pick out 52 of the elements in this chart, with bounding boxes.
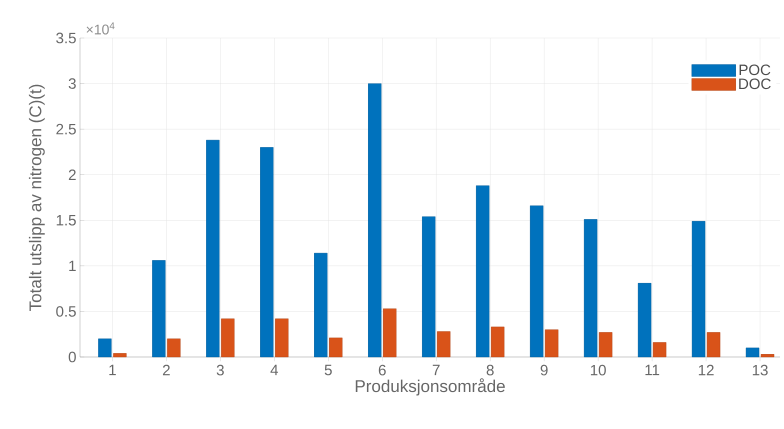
bar <box>368 83 382 358</box>
x-tick-label: 6 <box>378 364 386 376</box>
bar <box>167 338 181 358</box>
y-tick-label: 3.5 <box>56 32 76 44</box>
x-tick-label: 9 <box>540 364 548 376</box>
bar <box>490 326 504 358</box>
y-tick-label: 1.5 <box>56 215 76 226</box>
x-tick-label: 13 <box>752 364 768 376</box>
x-tick-label: 12 <box>698 364 714 376</box>
bar <box>544 329 558 358</box>
y-tick-label: 2.5 <box>56 124 76 134</box>
x-tick-label: 2 <box>162 364 170 376</box>
bar <box>98 338 112 358</box>
x-tick-label: 3 <box>216 364 224 376</box>
y-tick-label: 0 <box>68 352 76 362</box>
x-tick-label: 1 <box>109 364 116 376</box>
bar <box>113 353 127 358</box>
text: ×10$^{4}$ <box>86 22 115 34</box>
bar <box>206 140 220 358</box>
bar <box>152 260 166 358</box>
x-axis-title: Produksjonsområde <box>356 378 505 396</box>
bar <box>422 216 436 358</box>
bar <box>275 318 288 358</box>
bar <box>437 331 450 358</box>
bar <box>329 338 342 358</box>
bar <box>706 332 720 358</box>
bar <box>584 219 598 358</box>
legend-label: DOC <box>739 78 771 90</box>
y-axis-title: Totalt utslipp av nitrogen (C)(t) <box>28 84 45 311</box>
x-tick-label: 5 <box>324 364 332 376</box>
x-tick-label: 8 <box>486 364 494 376</box>
y-tick-label: 3 <box>68 78 76 89</box>
x-tick-label: 10 <box>590 364 606 376</box>
bar <box>221 318 235 358</box>
legend-label: POC <box>740 64 770 76</box>
y-tick-label: 2 <box>68 169 76 180</box>
bar <box>314 252 328 358</box>
bar <box>746 348 760 358</box>
bar <box>530 206 544 358</box>
bar <box>260 147 274 358</box>
x-tick-label: 4 <box>270 364 278 376</box>
bar <box>760 354 774 358</box>
y-tick-label: 0.5 <box>56 306 76 317</box>
bar <box>638 282 652 358</box>
x-tick-label: 11 <box>645 364 660 376</box>
bar <box>476 185 490 358</box>
bar <box>652 342 666 358</box>
bar <box>692 220 706 358</box>
y-tick-label: 1 <box>69 260 76 272</box>
bar <box>598 332 612 358</box>
bar <box>383 308 396 358</box>
x-tick-label: 7 <box>432 364 440 376</box>
